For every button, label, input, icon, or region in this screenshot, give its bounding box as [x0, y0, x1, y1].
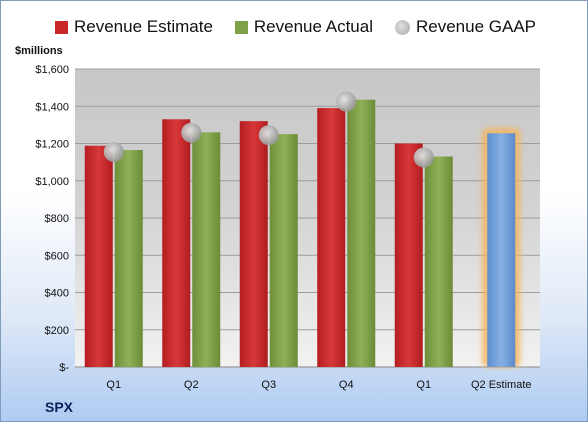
revenue-gaap-marker [258, 125, 279, 146]
ticker-label: SPX [45, 399, 74, 415]
x-tick-label: Q1 [106, 379, 121, 391]
revenue-forecast-bar [487, 133, 516, 367]
revenue-gaap-marker [336, 91, 357, 112]
y-tick-label: $- [59, 362, 69, 374]
x-tick-label: Q4 [339, 379, 354, 391]
legend: Revenue Estimate Revenue Actual Revenue … [55, 17, 558, 37]
legend-label-revenue-gaap: Revenue GAAP [416, 17, 537, 36]
y-tick-label: $400 [45, 288, 69, 300]
y-tick-label: $200 [45, 325, 69, 337]
legend-item-revenue-actual: Revenue Actual [234, 17, 373, 37]
legend-item-revenue-estimate: Revenue Estimate [55, 17, 213, 37]
y-tick-label: $1,400 [35, 101, 69, 113]
revenue-estimate-bar [317, 108, 346, 368]
y-tick-label: $600 [45, 250, 69, 262]
x-tick-label: Q2 [184, 379, 199, 391]
revenue-actual-bar [347, 99, 376, 367]
legend-swatch-revenue-gaap [395, 19, 410, 35]
bars [84, 99, 521, 368]
revenue-estimate-bar [162, 119, 191, 367]
gaap-markers [103, 91, 434, 168]
x-tick-label: Q1 [416, 379, 431, 391]
revenue-actual-bar [424, 156, 453, 367]
y-tick-label: $1,000 [35, 176, 69, 188]
legend-label-revenue-actual: Revenue Actual [253, 17, 373, 36]
revenue-actual-bar [192, 132, 221, 367]
revenue-gaap-marker [413, 147, 434, 168]
y-tick-label: $800 [45, 213, 69, 225]
y-axis-units-label: $millions [15, 45, 63, 57]
x-tick-label: Q3 [261, 379, 276, 391]
revenue-estimate-bar [239, 121, 268, 368]
y-tick-label: $1,200 [35, 139, 69, 151]
legend-item-revenue-gaap: Revenue GAAP [395, 17, 536, 37]
x-axis-ticks: Q1 Q2 Q3 Q4 Q1 Q2 Estimate [106, 379, 531, 391]
revenue-actual-bar [114, 150, 143, 367]
revenue-estimate-bar [394, 143, 423, 367]
revenue-estimate-bar [84, 145, 113, 367]
y-tick-label: $1,600 [35, 64, 69, 76]
x-tick-label: Q2 Estimate [471, 379, 532, 391]
y-axis-ticks: $- $200 $400 $600 $800 $1,000 $1,200 $1,400 $1,6… [35, 64, 69, 374]
legend-label-revenue-estimate: Revenue Estimate [74, 17, 213, 36]
legend-swatch-revenue-actual [234, 20, 248, 34]
revenue-gaap-marker [181, 122, 202, 143]
gridlines [75, 68, 540, 368]
revenue-gaap-marker [103, 141, 124, 162]
revenue-actual-bar [269, 134, 298, 367]
legend-swatch-revenue-estimate [55, 20, 68, 34]
